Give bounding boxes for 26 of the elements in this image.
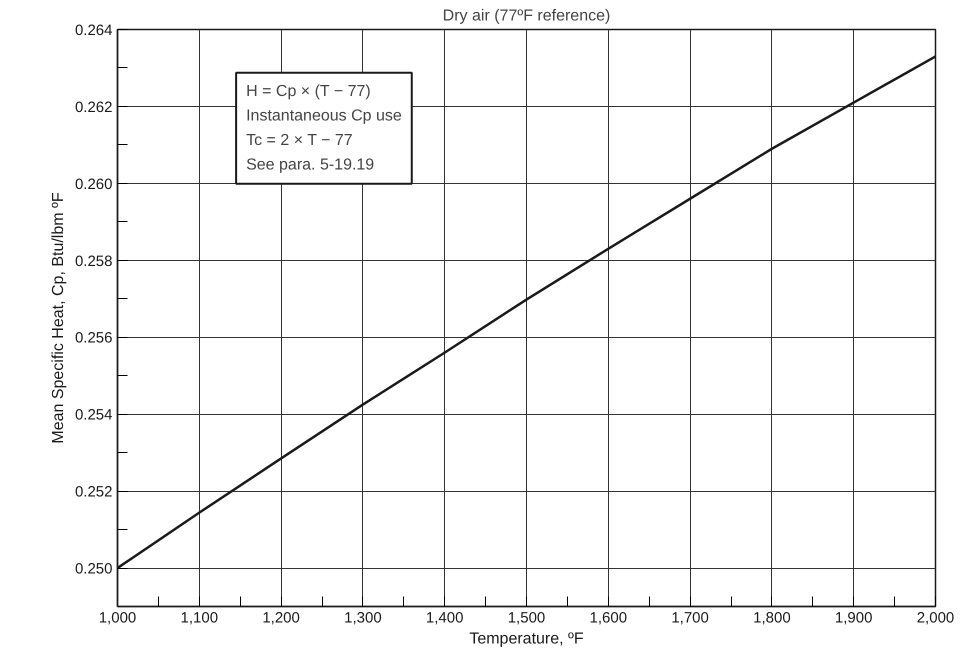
y-tick-label: 0.254 <box>74 406 113 424</box>
annotation: Tc = 2 × T − 77 <box>246 132 353 150</box>
x-tick-label: 1,500 <box>508 610 546 626</box>
x-tick-label: 1,000 <box>98 610 136 626</box>
x-tick-label: 1,600 <box>590 610 628 626</box>
x-tick-label: 2,000 <box>916 610 954 626</box>
y-tick-label: 0.262 <box>74 98 113 116</box>
annotation: H = Cp × (T − 77) <box>246 82 371 100</box>
x-tick-label: 1,400 <box>426 610 464 626</box>
y-tick-label: 0.252 <box>74 484 113 501</box>
x-tick-label: 1,700 <box>671 610 709 626</box>
y-tick-label: 0.256 <box>74 330 113 347</box>
x-tick-label: 1,900 <box>834 610 872 626</box>
annotation: See para. 5-19.19 <box>246 156 374 174</box>
chart-title: Dry air (77ºF reference) <box>442 8 610 24</box>
x-tick-label: 1,100 <box>180 610 218 626</box>
x-axis-title: Temperature, ºF <box>469 630 584 648</box>
x-tick-label: 1,800 <box>753 610 791 626</box>
annotation: Instantaneous Cp use <box>246 107 402 124</box>
y-tick-label: 0.264 <box>74 22 113 39</box>
y-tick-label: 0.250 <box>74 560 113 578</box>
y-tick-label: 0.258 <box>74 252 113 270</box>
y-axis-title: Mean Specific Heat, Cp, Btu/lbm ºF <box>50 192 67 444</box>
y-tick-label: 0.260 <box>74 176 113 193</box>
x-tick-label: 1,200 <box>262 610 300 626</box>
x-tick-label: 1,300 <box>344 610 382 626</box>
